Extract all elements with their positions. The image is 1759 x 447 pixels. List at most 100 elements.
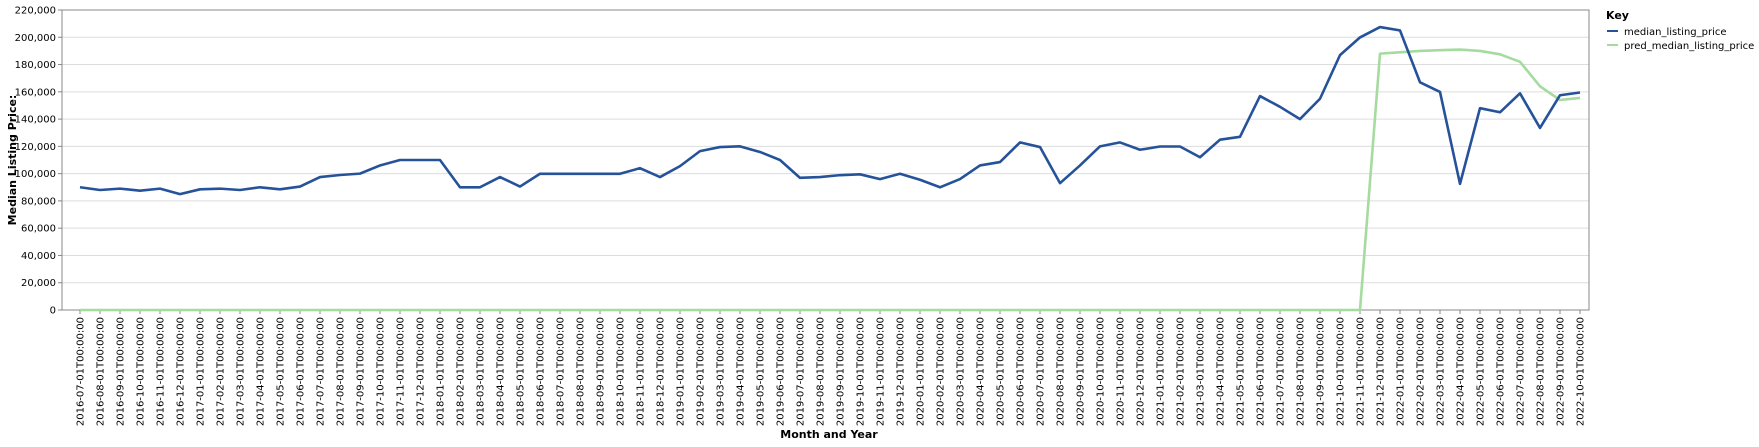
x-tick-label: 2019-10-01T00:00:00 (856, 317, 867, 426)
x-tick-label: 2019-07-01T00:00:00 (796, 317, 807, 426)
x-tick-label: 2020-11-01T00:00:00 (1116, 317, 1127, 426)
x-tick-label: 2017-12-01T00:00:00 (416, 317, 427, 426)
x-tick-label: 2020-12-01T00:00:00 (1136, 317, 1147, 426)
x-tick-label: 2020-02-01T00:00:00 (936, 317, 947, 426)
y-tick-label: 220,000 (15, 6, 56, 17)
x-tick-label: 2020-04-01T00:00:00 (976, 317, 987, 426)
x-tick-label: 2021-09-01T00:00:00 (1316, 317, 1327, 426)
x-tick-label: 2018-09-01T00:00:00 (596, 317, 607, 426)
y-tick-label: 20,000 (21, 278, 56, 289)
y-tick-label: 100,000 (15, 169, 56, 180)
legend: Key median_listing_price pred_median_lis… (1606, 9, 1754, 52)
x-tick-label: 2021-04-01T00:00:00 (1216, 317, 1227, 426)
x-tick-label: 2022-06-01T00:00:00 (1496, 317, 1507, 426)
x-tick-label: 2020-03-01T00:00:00 (956, 317, 967, 426)
x-tick-label: 2018-06-01T00:00:00 (536, 317, 547, 426)
x-tick-label: 2022-03-01T00:00:00 (1436, 317, 1447, 426)
x-tick-label: 2021-08-01T00:00:00 (1296, 317, 1307, 426)
x-tick-label: 2022-08-01T00:00:00 (1536, 317, 1547, 426)
legend-label-median-listing-price: median_listing_price (1624, 27, 1727, 38)
y-tick-label: 140,000 (15, 115, 56, 126)
y-axis-title: Median Listing Price: (6, 95, 19, 226)
x-tick-label: 2019-03-01T00:00:00 (716, 317, 727, 426)
x-tick-label: 2019-12-01T00:00:00 (896, 317, 907, 426)
x-tick-label: 2019-02-01T00:00:00 (696, 317, 707, 426)
x-tick-label: 2017-01-01T00:00:00 (196, 317, 207, 426)
x-tick-label: 2022-01-01T00:00:00 (1396, 317, 1407, 426)
x-tick-label: 2016-09-01T00:00:00 (116, 317, 127, 426)
x-tick-label: 2017-04-01T00:00:00 (256, 317, 267, 426)
x-tick-label: 2021-10-01T00:00:00 (1336, 317, 1347, 426)
x-tick-label: 2018-10-01T00:00:00 (616, 317, 627, 426)
x-tick-label: 2021-07-01T00:00:00 (1276, 317, 1287, 426)
x-tick-label: 2016-12-01T00:00:00 (176, 317, 187, 426)
x-tick-label: 2021-03-01T00:00:00 (1196, 317, 1207, 426)
y-tick-label: 40,000 (21, 251, 56, 262)
plot-frame (61, 9, 1590, 311)
x-tick-label: 2019-04-01T00:00:00 (736, 317, 747, 426)
x-tick-label: 2019-01-01T00:00:00 (676, 317, 687, 426)
x-tick-label: 2021-05-01T00:00:00 (1236, 317, 1247, 426)
x-tick-label: 2020-01-01T00:00:00 (916, 317, 927, 426)
x-tick-label: 2017-02-01T00:00:00 (216, 317, 227, 426)
grid-lines (62, 9, 1589, 311)
x-tick-label: 2018-11-01T00:00:00 (636, 317, 647, 426)
x-tick-label: 2020-10-01T00:00:00 (1096, 317, 1107, 426)
x-tick-label: 2020-06-01T00:00:00 (1016, 317, 1027, 426)
y-tick-label: 0 (50, 306, 56, 317)
y-tick-label: 160,000 (15, 87, 56, 98)
y-tick-label: 60,000 (21, 224, 56, 235)
x-tick-label: 2021-06-01T00:00:00 (1256, 317, 1267, 426)
x-tick-label: 2022-05-01T00:00:00 (1476, 317, 1487, 426)
x-tick-label: 2016-08-01T00:00:00 (96, 317, 107, 426)
x-tick-label: 2018-04-01T00:00:00 (496, 317, 507, 426)
series-lines (79, 25, 1581, 312)
x-tick-label: 2019-06-01T00:00:00 (776, 317, 787, 426)
x-tick-label: 2021-11-01T00:00:00 (1356, 317, 1367, 426)
x-tick-label: 2017-05-01T00:00:00 (276, 317, 287, 426)
x-tick-label: 2019-05-01T00:00:00 (756, 317, 767, 426)
legend-label-pred-median-listing-price: pred_median_listing_price (1624, 41, 1754, 52)
series-line-pred-median-listing-price (80, 48, 1581, 312)
x-tick-label: 2022-02-01T00:00:00 (1416, 317, 1427, 426)
series-line-median-listing-price (79, 25, 1581, 196)
x-tick-label: 2020-05-01T00:00:00 (996, 317, 1007, 426)
x-tick-label: 2017-09-01T00:00:00 (356, 317, 367, 426)
legend-title: Key (1606, 9, 1629, 22)
x-tick-label: 2022-07-01T00:00:00 (1516, 317, 1527, 426)
x-axis-title: Month and Year (780, 428, 878, 441)
y-tick-label: 120,000 (15, 142, 56, 153)
x-tick-label: 2020-08-01T00:00:00 (1056, 317, 1067, 426)
x-tick-label: 2016-11-01T00:00:00 (156, 317, 167, 426)
x-tick-label: 2016-07-01T00:00:00 (76, 317, 87, 426)
x-tick-label: 2018-01-01T00:00:00 (436, 317, 447, 426)
x-tick-label: 2018-07-01T00:00:00 (556, 317, 567, 426)
x-tick-label: 2018-08-01T00:00:00 (576, 317, 587, 426)
x-tick-label: 2017-08-01T00:00:00 (336, 317, 347, 426)
x-tick-label: 2018-05-01T00:00:00 (516, 317, 527, 426)
x-tick-label: 2017-06-01T00:00:00 (296, 317, 307, 426)
x-tick-label: 2017-11-01T00:00:00 (396, 317, 407, 426)
y-tick-label: 80,000 (21, 196, 56, 207)
x-tick-label: 2018-03-01T00:00:00 (476, 317, 487, 426)
y-tick-label: 180,000 (15, 60, 56, 71)
x-tick-label: 2019-09-01T00:00:00 (836, 317, 847, 426)
x-tick-label: 2019-11-01T00:00:00 (876, 317, 887, 426)
x-tick-label: 2022-10-01T00:00:00 (1576, 317, 1587, 426)
x-tick-label: 2021-02-01T00:00:00 (1176, 317, 1187, 426)
y-axis: 0 20,000 40,000 60,000 80,000 100,000 120,000 1… (15, 6, 62, 317)
x-tick-label: 2021-12-01T00:00:00 (1376, 317, 1387, 426)
x-tick-label: 2017-03-01T00:00:00 (236, 317, 247, 426)
x-axis: 2016-07-01T00:00:00 2016-08-01T00:00:00 20… (76, 310, 1587, 426)
x-tick-label: 2017-10-01T00:00:00 (376, 317, 387, 426)
x-tick-label: 2021-01-01T00:00:00 (1156, 317, 1167, 426)
x-tick-label: 2022-04-01T00:00:00 (1456, 317, 1467, 426)
x-tick-label: 2016-10-01T00:00:00 (136, 317, 147, 426)
x-tick-label: 2018-02-01T00:00:00 (456, 317, 467, 426)
x-tick-label: 2018-12-01T00:00:00 (656, 317, 667, 426)
x-tick-label: 2020-07-01T00:00:00 (1036, 317, 1047, 426)
x-tick-label: 2017-07-01T00:00:00 (316, 317, 327, 426)
x-tick-label: 2022-09-01T00:00:00 (1556, 317, 1567, 426)
x-tick-label: 2020-09-01T00:00:00 (1076, 317, 1087, 426)
